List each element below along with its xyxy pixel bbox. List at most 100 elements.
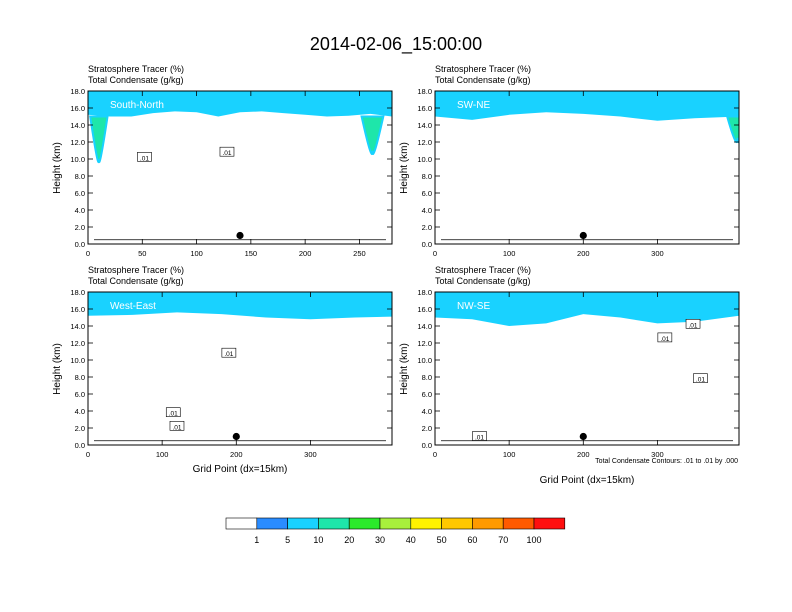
- panel-title-line2: Total Condensate (g/kg): [435, 276, 531, 286]
- panel-title-line2: Total Condensate (g/kg): [88, 276, 184, 286]
- x-tick-label: 100: [190, 249, 203, 258]
- panel-label: NW-SE: [457, 301, 490, 312]
- plot-area: .01 .01 .01: [88, 292, 392, 445]
- x-axis-label: Grid Point (dx=15km): [193, 464, 288, 475]
- contour-label: .01: [224, 351, 233, 358]
- colorbar-swatch: [287, 517, 319, 530]
- y-axis-label: Height (km): [52, 142, 63, 194]
- plot-area: .01 .01 .01 .01: [435, 292, 739, 445]
- x-tick-label: 100: [156, 450, 169, 459]
- colorbar-swatch: [533, 517, 566, 530]
- contour-label: .01: [696, 377, 705, 384]
- tracer-intrusion: [725, 115, 739, 144]
- colorbar-label: 30: [375, 535, 385, 545]
- colorbar-label: 60: [467, 535, 477, 545]
- x-tick-label: 200: [577, 249, 590, 258]
- y-tick-label: 10.0: [417, 155, 432, 164]
- x-tick-label: 200: [230, 450, 243, 459]
- y-tick-label: 12.0: [70, 339, 85, 348]
- colorbar-label: 10: [313, 535, 323, 545]
- contour-label-box: [693, 373, 708, 384]
- location-marker: [579, 432, 587, 441]
- colorbar-label: 20: [344, 535, 354, 545]
- plot-frame: [434, 90, 740, 245]
- colorbar-swatch: [225, 517, 258, 530]
- y-tick-label: 4.0: [75, 206, 85, 215]
- y-axis-label: Height (km): [52, 343, 63, 395]
- y-tick-label: 2.0: [75, 424, 85, 433]
- y-tick-label: 12.0: [70, 138, 85, 147]
- y-tick-label: 16.0: [417, 305, 432, 314]
- panel-title-line1: Stratosphere Tracer (%): [435, 265, 531, 275]
- colorbar-swatch: [502, 517, 535, 530]
- plot-background: [88, 91, 392, 244]
- y-tick-label: 12.0: [417, 339, 432, 348]
- colorbar-swatch: [379, 517, 412, 530]
- y-tick-label: 16.0: [70, 104, 85, 113]
- x-tick-label: 300: [304, 450, 317, 459]
- y-tick-label: 10.0: [417, 356, 432, 365]
- panel-title-line1: Stratosphere Tracer (%): [88, 265, 184, 275]
- y-tick-label: 14.0: [417, 322, 432, 331]
- panel-nw-se: Stratosphere Tracer (%) Total Condensate…: [399, 265, 740, 486]
- contour-label: .01: [475, 435, 484, 442]
- y-tick-label: 8.0: [422, 172, 432, 181]
- panel-title-line2: Total Condensate (g/kg): [435, 75, 531, 85]
- y-tick-label: 10.0: [70, 155, 85, 164]
- colorbar-swatch: [318, 517, 350, 530]
- y-tick-label: 0.0: [75, 441, 85, 450]
- colorbar-swatch: [256, 517, 288, 530]
- y-tick-label: 6.0: [422, 390, 432, 399]
- x-tick-label: 250: [353, 249, 366, 258]
- y-tick-label: 4.0: [75, 407, 85, 416]
- colorbar-swatch: [348, 517, 381, 530]
- colorbar-swatch: [410, 517, 442, 530]
- contour-label: .01: [689, 322, 698, 329]
- colorbar-label: 1: [254, 535, 259, 545]
- y-tick-label: 8.0: [75, 373, 85, 382]
- y-axis-label: Height (km): [399, 142, 410, 194]
- contour-label-box: [137, 152, 152, 162]
- colorbar-label: 70: [498, 535, 508, 545]
- y-tick-label: 14.0: [417, 121, 432, 130]
- y-tick-label: 0.0: [75, 240, 85, 249]
- y-tick-label: 8.0: [422, 373, 432, 382]
- plot-area: [435, 91, 739, 244]
- plot-frame: [87, 90, 393, 245]
- panel-title-line1: Stratosphere Tracer (%): [435, 64, 531, 74]
- panel-title-line1: Stratosphere Tracer (%): [88, 64, 184, 74]
- plot-frame: [434, 291, 740, 446]
- x-tick-label: 150: [245, 249, 258, 258]
- contour-label: .01: [140, 155, 149, 162]
- y-tick-label: 14.0: [70, 322, 85, 331]
- contour-label-box: [165, 407, 181, 418]
- tracer-band: [88, 292, 392, 320]
- contour-label-box: [472, 431, 487, 441]
- page-title: 2014-02-06_15:00:00: [310, 34, 482, 55]
- plot-area: .01 .01: [88, 91, 392, 244]
- tracer-band: [88, 91, 392, 117]
- y-tick-label: 0.0: [422, 240, 432, 249]
- colorbar-label: 50: [437, 535, 447, 545]
- colorbar-label: 100: [526, 535, 541, 545]
- y-tick-label: 12.0: [417, 138, 432, 147]
- x-tick-label: 100: [503, 450, 516, 459]
- y-tick-label: 14.0: [70, 121, 85, 130]
- panel-title-line2: Total Condensate (g/kg): [88, 75, 184, 85]
- colorbar-label: 40: [406, 535, 416, 545]
- colorbar-swatch: [472, 517, 504, 530]
- contour-label-box: [169, 420, 185, 431]
- y-axis-label: Height (km): [399, 343, 410, 395]
- panel-label: South-North: [110, 100, 164, 111]
- y-tick-label: 10.0: [70, 356, 85, 365]
- y-tick-label: 18.0: [70, 288, 85, 297]
- contour-label-box: [685, 318, 701, 329]
- x-tick-label: 0: [86, 249, 90, 258]
- contour-label-box: [219, 146, 235, 157]
- panel-west-east: Stratosphere Tracer (%) Total Condensate…: [52, 265, 393, 475]
- location-marker: [236, 231, 244, 240]
- tracer-intrusion: [360, 115, 385, 155]
- contour-label: .01: [172, 424, 181, 431]
- x-tick-label: 200: [299, 249, 312, 258]
